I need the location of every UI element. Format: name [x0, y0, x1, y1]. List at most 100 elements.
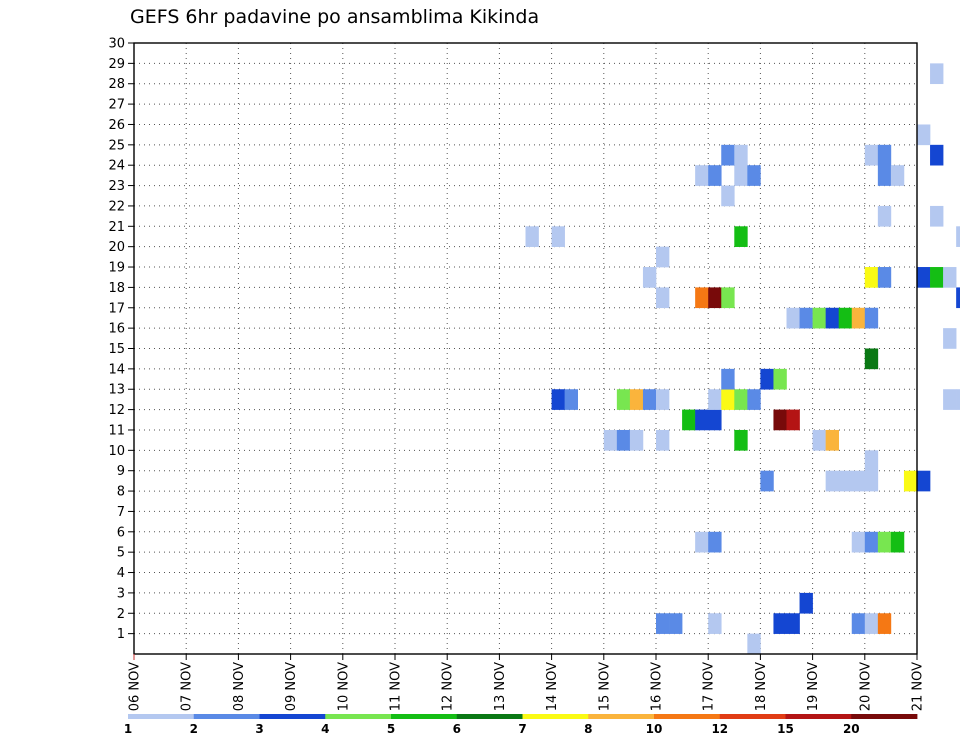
- x-tick-label: 09 NOV: [284, 662, 299, 711]
- y-tick-label: 15: [108, 342, 125, 357]
- precip-cell: [917, 124, 931, 146]
- x-tick-label: 14 NOV: [545, 662, 560, 711]
- colorbar-swatch: [391, 714, 458, 719]
- precip-cell: [734, 165, 748, 186]
- precip-cell: [943, 328, 957, 349]
- precip-cell: [786, 307, 800, 329]
- y-tick-label: 4: [117, 566, 125, 581]
- precip-cell: [747, 165, 761, 186]
- y-tick-label: 21: [108, 220, 125, 235]
- precip-cell: [616, 389, 631, 410]
- precip-cell: [695, 165, 709, 186]
- precip-cell: [708, 531, 722, 553]
- precip-cell: [864, 307, 879, 329]
- precip-cell: [642, 389, 657, 410]
- precip-cell: [682, 409, 696, 431]
- x-tick-label: 12 NOV: [441, 662, 456, 711]
- precip-cell: [825, 429, 839, 451]
- precip-cell: [721, 144, 735, 166]
- colorbar-label: 7: [518, 722, 526, 736]
- y-tick-label: 20: [108, 240, 125, 255]
- precip-cell: [656, 429, 670, 451]
- precip-cell: [799, 307, 813, 329]
- precip-cell: [851, 613, 866, 634]
- grid-lines: [134, 43, 917, 654]
- colorbar-swatch: [588, 714, 655, 719]
- x-tick-label: 16 NOV: [650, 662, 665, 711]
- x-tick-label: 15 NOV: [597, 662, 612, 711]
- y-tick-label: 7: [117, 505, 125, 520]
- precip-cell: [695, 409, 709, 431]
- precip-cell: [656, 389, 670, 410]
- precip-cell: [708, 165, 722, 186]
- precip-cell: [629, 429, 644, 451]
- colorbar-label: 2: [190, 722, 198, 736]
- y-tick-label: 18: [108, 281, 125, 296]
- y-tick-label: 3: [117, 586, 125, 601]
- precip-cell: [943, 389, 957, 410]
- precip-cell: [786, 613, 800, 634]
- colorbar-label: 10: [646, 722, 663, 736]
- precip-cell: [695, 531, 709, 553]
- y-tick-label: 12: [108, 403, 125, 418]
- chart-title: GEFS 6hr padavine po ansamblima Kikinda: [130, 6, 540, 28]
- axes: 1234567891011121314151617181920212223242…: [108, 37, 925, 712]
- y-tick-label: 27: [108, 98, 125, 113]
- precip-cell: [890, 165, 905, 186]
- precip-cell: [903, 470, 918, 492]
- precip-cell: [838, 470, 853, 492]
- y-tick-label: 2: [117, 607, 125, 622]
- precip-cell: [877, 613, 892, 634]
- precip-cell: [721, 368, 735, 390]
- precip-cell: [564, 389, 578, 410]
- precip-cell: [956, 226, 960, 247]
- x-tick-label: 11 NOV: [389, 662, 404, 711]
- precip-cell: [917, 267, 931, 288]
- x-tick-label: 20 NOV: [858, 662, 873, 711]
- colorbar-legend: 1 2 3 4 5 6 7 8 10 12 15 20: [124, 714, 918, 736]
- precip-cell: [773, 613, 787, 634]
- precip-cell: [734, 226, 748, 247]
- x-tick-label: 06 NOV: [128, 662, 143, 711]
- y-tick-label: 26: [108, 118, 125, 133]
- precip-cell: [747, 633, 761, 655]
- y-tick-label: 14: [108, 362, 125, 377]
- precip-cell: [956, 287, 960, 309]
- colorbar-label: 12: [711, 722, 728, 736]
- y-tick-label: 13: [108, 383, 125, 398]
- colorbar-swatch: [456, 714, 523, 719]
- x-tick-label: 18 NOV: [754, 662, 769, 711]
- precip-cell: [747, 389, 761, 410]
- precip-cell: [708, 613, 722, 634]
- precip-cell: [760, 368, 774, 390]
- precip-cell: [734, 144, 748, 166]
- colorbar-swatch: [851, 714, 918, 719]
- precip-cell: [930, 267, 944, 288]
- precip-cell: [525, 226, 539, 247]
- x-tick-label: 13 NOV: [493, 662, 508, 711]
- colorbar-swatch: [785, 714, 852, 719]
- colorbar-label: 8: [584, 722, 592, 736]
- y-tick-label: 6: [117, 525, 125, 540]
- precip-cell: [721, 389, 735, 410]
- precip-cell: [773, 409, 787, 431]
- x-tick-label: 19 NOV: [806, 662, 821, 711]
- precip-cell: [708, 389, 722, 410]
- precip-cell: [864, 613, 879, 634]
- colorbar-label: 1: [124, 722, 132, 736]
- y-tick-label: 10: [108, 444, 125, 459]
- precip-cell: [695, 287, 709, 309]
- y-tick-label: 29: [108, 57, 125, 72]
- precip-cell: [877, 267, 892, 288]
- precip-cell: [656, 287, 670, 309]
- precip-cell: [551, 226, 565, 247]
- colorbar-swatch: [654, 714, 721, 719]
- colorbar-swatch: [719, 714, 786, 719]
- precip-cell: [656, 613, 670, 634]
- precip-cell: [877, 144, 892, 166]
- precip-cell: [825, 470, 839, 492]
- colorbar-label: 6: [453, 722, 461, 736]
- precip-cell: [642, 267, 657, 288]
- x-tick-label: 21 NOV: [911, 662, 926, 711]
